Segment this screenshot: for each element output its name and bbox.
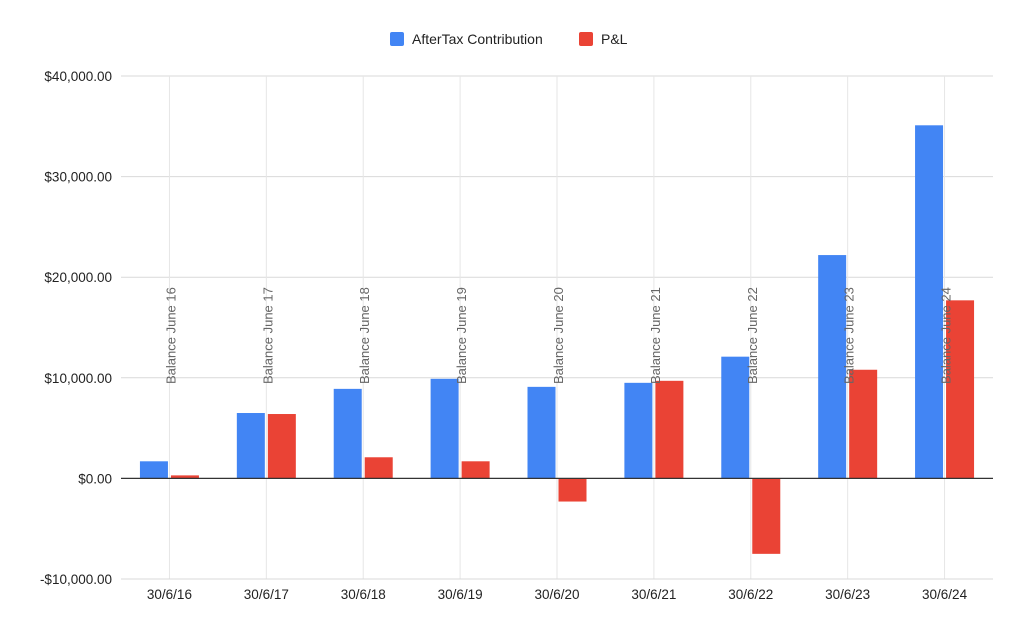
bar-pl-3[interactable] [461,461,490,479]
legend-swatch-aftertax[interactable] [390,32,404,46]
x-tick-label: 30/6/17 [244,587,289,602]
bar-aftertax-3[interactable] [430,378,459,479]
balance-annotation: Balance June 17 [260,287,275,384]
y-tick-label: $40,000.00 [44,69,112,84]
bar-aftertax-8[interactable] [915,125,944,479]
bar-pl-5[interactable] [655,380,684,479]
grid-lines [121,75,993,580]
x-tick-label: 30/6/19 [438,587,483,602]
x-tick-label: 30/6/18 [341,587,386,602]
bar-pl-2[interactable] [364,457,393,479]
balance-annotation: Balance June 24 [939,287,954,384]
x-tick-label: 30/6/22 [728,587,773,602]
x-tick-label: 30/6/23 [825,587,870,602]
x-tick-label: 30/6/16 [147,587,192,602]
balance-annotation: Balance June 18 [357,287,372,384]
bar-pl-1[interactable] [267,414,296,479]
bar-aftertax-7[interactable] [818,255,847,479]
bars [139,125,975,554]
balance-annotation: Balance June 16 [163,287,178,384]
bar-aftertax-6[interactable] [721,356,750,479]
bar-pl-4[interactable] [558,478,587,502]
y-tick-label: -$10,000.00 [40,572,112,587]
balance-annotation: Balance June 19 [454,287,469,384]
x-tick-label: 30/6/24 [922,587,968,602]
bar-pl-0[interactable] [170,475,199,479]
y-tick-label: $20,000.00 [44,270,112,285]
zero-baseline [121,477,993,580]
x-tick-label: 30/6/20 [534,587,579,602]
balance-annotation: Balance June 22 [745,287,760,384]
balance-annotation: Balance June 20 [551,287,566,384]
annotations: Balance June 16 Balance June 17 Balance Ju… [163,287,953,384]
bar-pl-7[interactable] [849,369,878,479]
bar-aftertax-4[interactable] [527,386,556,479]
y-axis-ticks: -$10,000.00 $0.00 $10,000.00 $20,000.00 $30,… [40,69,112,587]
bar-pl-6[interactable] [752,478,781,554]
y-tick-label: $30,000.00 [44,170,112,185]
balance-annotation: Balance June 21 [648,287,663,384]
bar-aftertax-2[interactable] [333,388,362,479]
legend[interactable]: AfterTax Contribution P&L [390,31,628,47]
legend-label-aftertax[interactable]: AfterTax Contribution [412,31,543,47]
bar-aftertax-5[interactable] [624,382,653,479]
y-tick-label: $10,000.00 [44,371,112,386]
bar-pl-8[interactable] [946,300,975,479]
bar-aftertax-0[interactable] [139,461,168,479]
x-tick-label: 30/6/21 [631,587,676,602]
x-axis-ticks: 30/6/16 30/6/17 30/6/18 30/6/19 30/6/20 30/6/… [147,587,968,602]
legend-swatch-pl[interactable] [579,32,593,46]
bar-aftertax-1[interactable] [236,413,265,479]
legend-label-pl[interactable]: P&L [601,31,628,47]
balance-annotation: Balance June 23 [842,287,857,384]
y-tick-label: $0.00 [78,471,112,486]
